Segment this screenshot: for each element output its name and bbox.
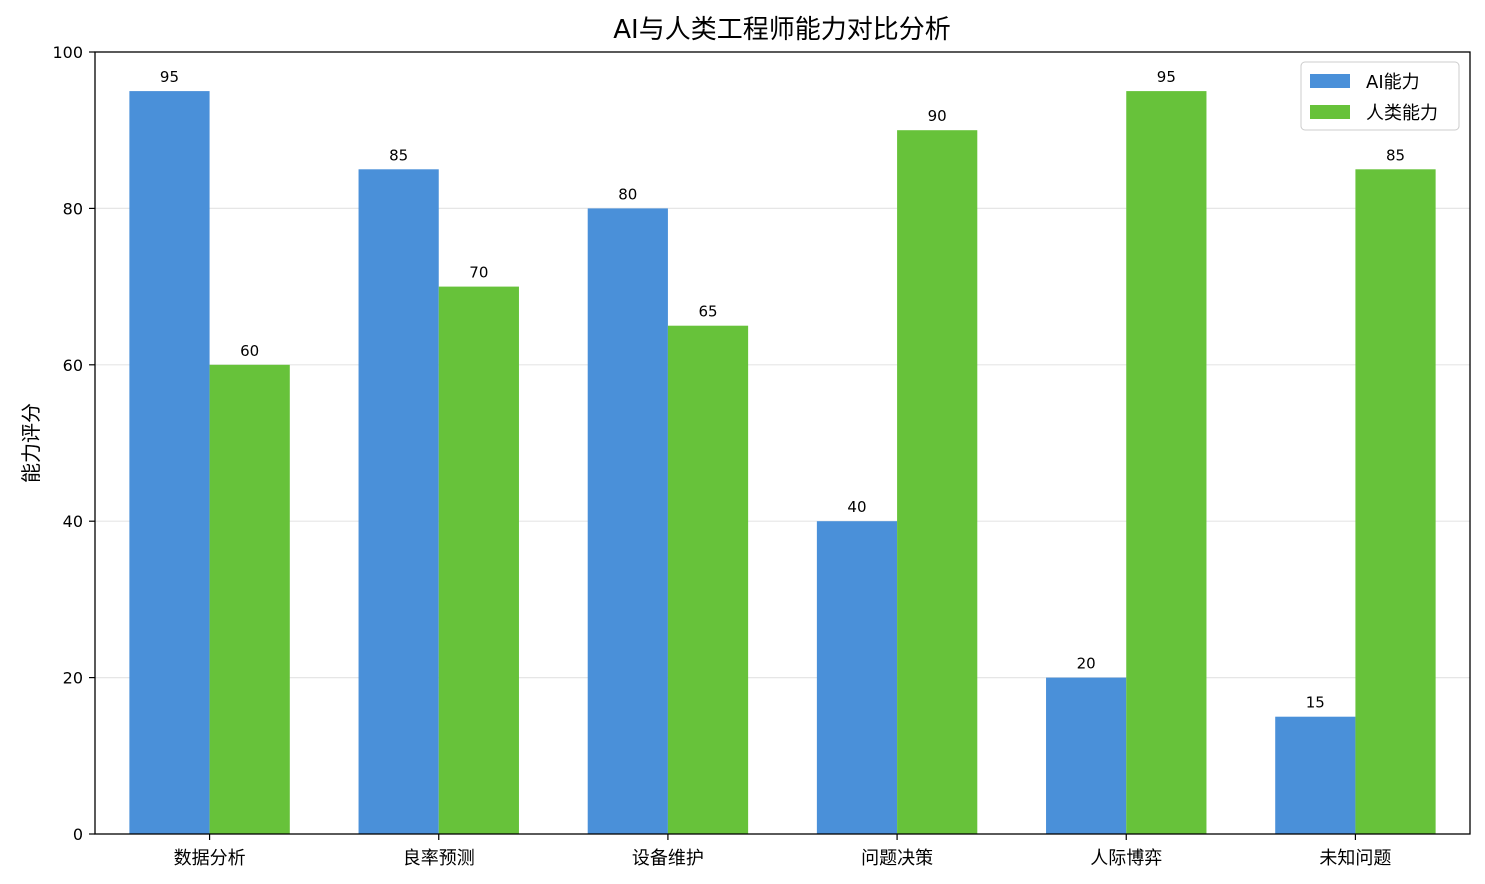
data-label: 15 [1306,694,1325,712]
x-tick-label: 设备维护 [632,848,704,869]
data-label: 85 [389,146,408,164]
data-label: 85 [1386,146,1405,164]
y-tick-label: 0 [73,825,83,844]
data-label: 40 [847,498,866,516]
bar-human [667,325,749,834]
bar-human [1355,169,1436,835]
y-axis-ticks: 0 20 40 60 80 100 [52,43,95,844]
bar-ai [129,91,210,835]
bar-ai [1046,677,1127,834]
data-label: 95 [1157,68,1176,86]
bar-human [1126,91,1207,835]
data-label: 95 [160,68,179,86]
x-tick-label: 问题决策 [861,848,933,869]
x-tick-label: 未知问题 [1319,848,1391,869]
bar-ai [587,208,668,834]
data-label: 20 [1077,655,1096,673]
data-label: 65 [698,303,717,321]
bar-ai [816,521,898,834]
bar-ai [1275,716,1356,834]
y-tick-label: 60 [63,356,83,375]
x-tick-label: 人际博弈 [1090,848,1162,869]
data-label: 70 [469,264,488,282]
legend-label: 人类能力 [1366,103,1438,124]
data-labels: 95 60 85 70 80 65 40 90 20 95 15 85 [160,68,1405,712]
plot-frame [94,51,1471,835]
x-tick-label: 良率预测 [403,848,475,869]
legend-swatch [1310,74,1350,88]
y-tick-label: 20 [63,669,83,688]
chart-title: AI与人类工程师能力对比分析 [613,15,950,45]
legend-label: AI能力 [1366,72,1420,93]
legend-swatch [1310,105,1350,119]
bar-human [897,130,978,834]
data-label: 60 [240,342,259,360]
bars [129,91,1436,835]
data-label: 90 [928,107,947,125]
grid-lines [95,207,1470,679]
data-label: 80 [618,185,637,203]
y-tick-label: 100 [52,43,83,62]
x-tick-label: 数据分析 [174,848,246,869]
y-axis-label: 能力评分 [19,403,43,483]
bar-ai [358,169,439,835]
bar-human [209,364,290,834]
x-axis-ticks: 数据分析 良率预测 设备维护 问题决策 人际博弈 未知问题 [174,834,1391,869]
bar-human [438,286,519,835]
y-tick-label: 80 [63,199,83,218]
y-tick-label: 40 [63,512,83,531]
